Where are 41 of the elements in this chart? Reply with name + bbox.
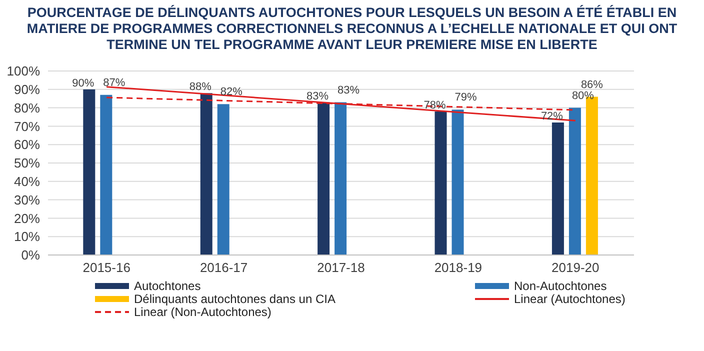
chart-title: POURCENTAGE DE DÉLINQUANTS AUTOCHTONES POUR LESQUELS UN BESOIN A ÉTÉ ÉTABLI EN MATIERE DE PROGRAMMES CORRECTIONNELS RECONNUS A L’ECHELLE NATIONALE ET QUI ONT TERMINE UN TEL PROGRAMME AVANT LEUR PREMIERE MISE EN LIBERTE [26,4,678,53]
data-label: 80% [572,90,594,102]
data-label: 87% [103,76,126,89]
y-tick-label: 100% [6,64,40,79]
data-label: 83% [306,90,329,102]
y-tick-label: 0% [21,248,40,263]
y-tick-label: 80% [14,100,40,116]
bar [217,104,230,255]
data-label: 88% [189,81,212,94]
x-tick-label: 2018-19 [434,260,482,276]
y-tick-label: 50% [14,156,40,171]
bar [318,102,330,255]
bar [334,102,347,255]
y-tick-label: 10% [14,229,40,244]
x-tick-label: 2015-16 [82,260,130,276]
bar [434,111,447,255]
x-tick-label: 2017-18 [317,260,365,276]
legend-label: Autochtones [134,278,201,292]
x-tick-label: 2019-20 [552,260,600,276]
y-tick-label: 90% [14,82,40,98]
bar [100,94,112,255]
y-tick-label: 60% [14,137,40,152]
data-label: 86% [580,78,604,91]
data-label: 78% [424,99,446,112]
bar [452,110,464,255]
y-tick-label: 70% [14,118,40,134]
legend-label: Non-Autochtones [514,278,607,292]
data-label: 90% [72,77,94,90]
y-tick-label: 30% [14,192,40,208]
y-tick-label: 20% [14,210,40,226]
legend-label: Délinquants autochtones dans un CIA [134,292,336,306]
bar [568,108,581,255]
data-label: 83% [338,84,360,96]
legend-label: Linear (Autochtones) [514,292,626,306]
y-tick-label: 40% [14,174,40,190]
x-tick-label: 2016-17 [200,260,248,276]
data-label: 79% [454,92,477,104]
bar [83,89,96,255]
legend-label: Linear (Non-Autochtones) [134,304,272,318]
bar [200,93,212,255]
bar [552,122,564,255]
